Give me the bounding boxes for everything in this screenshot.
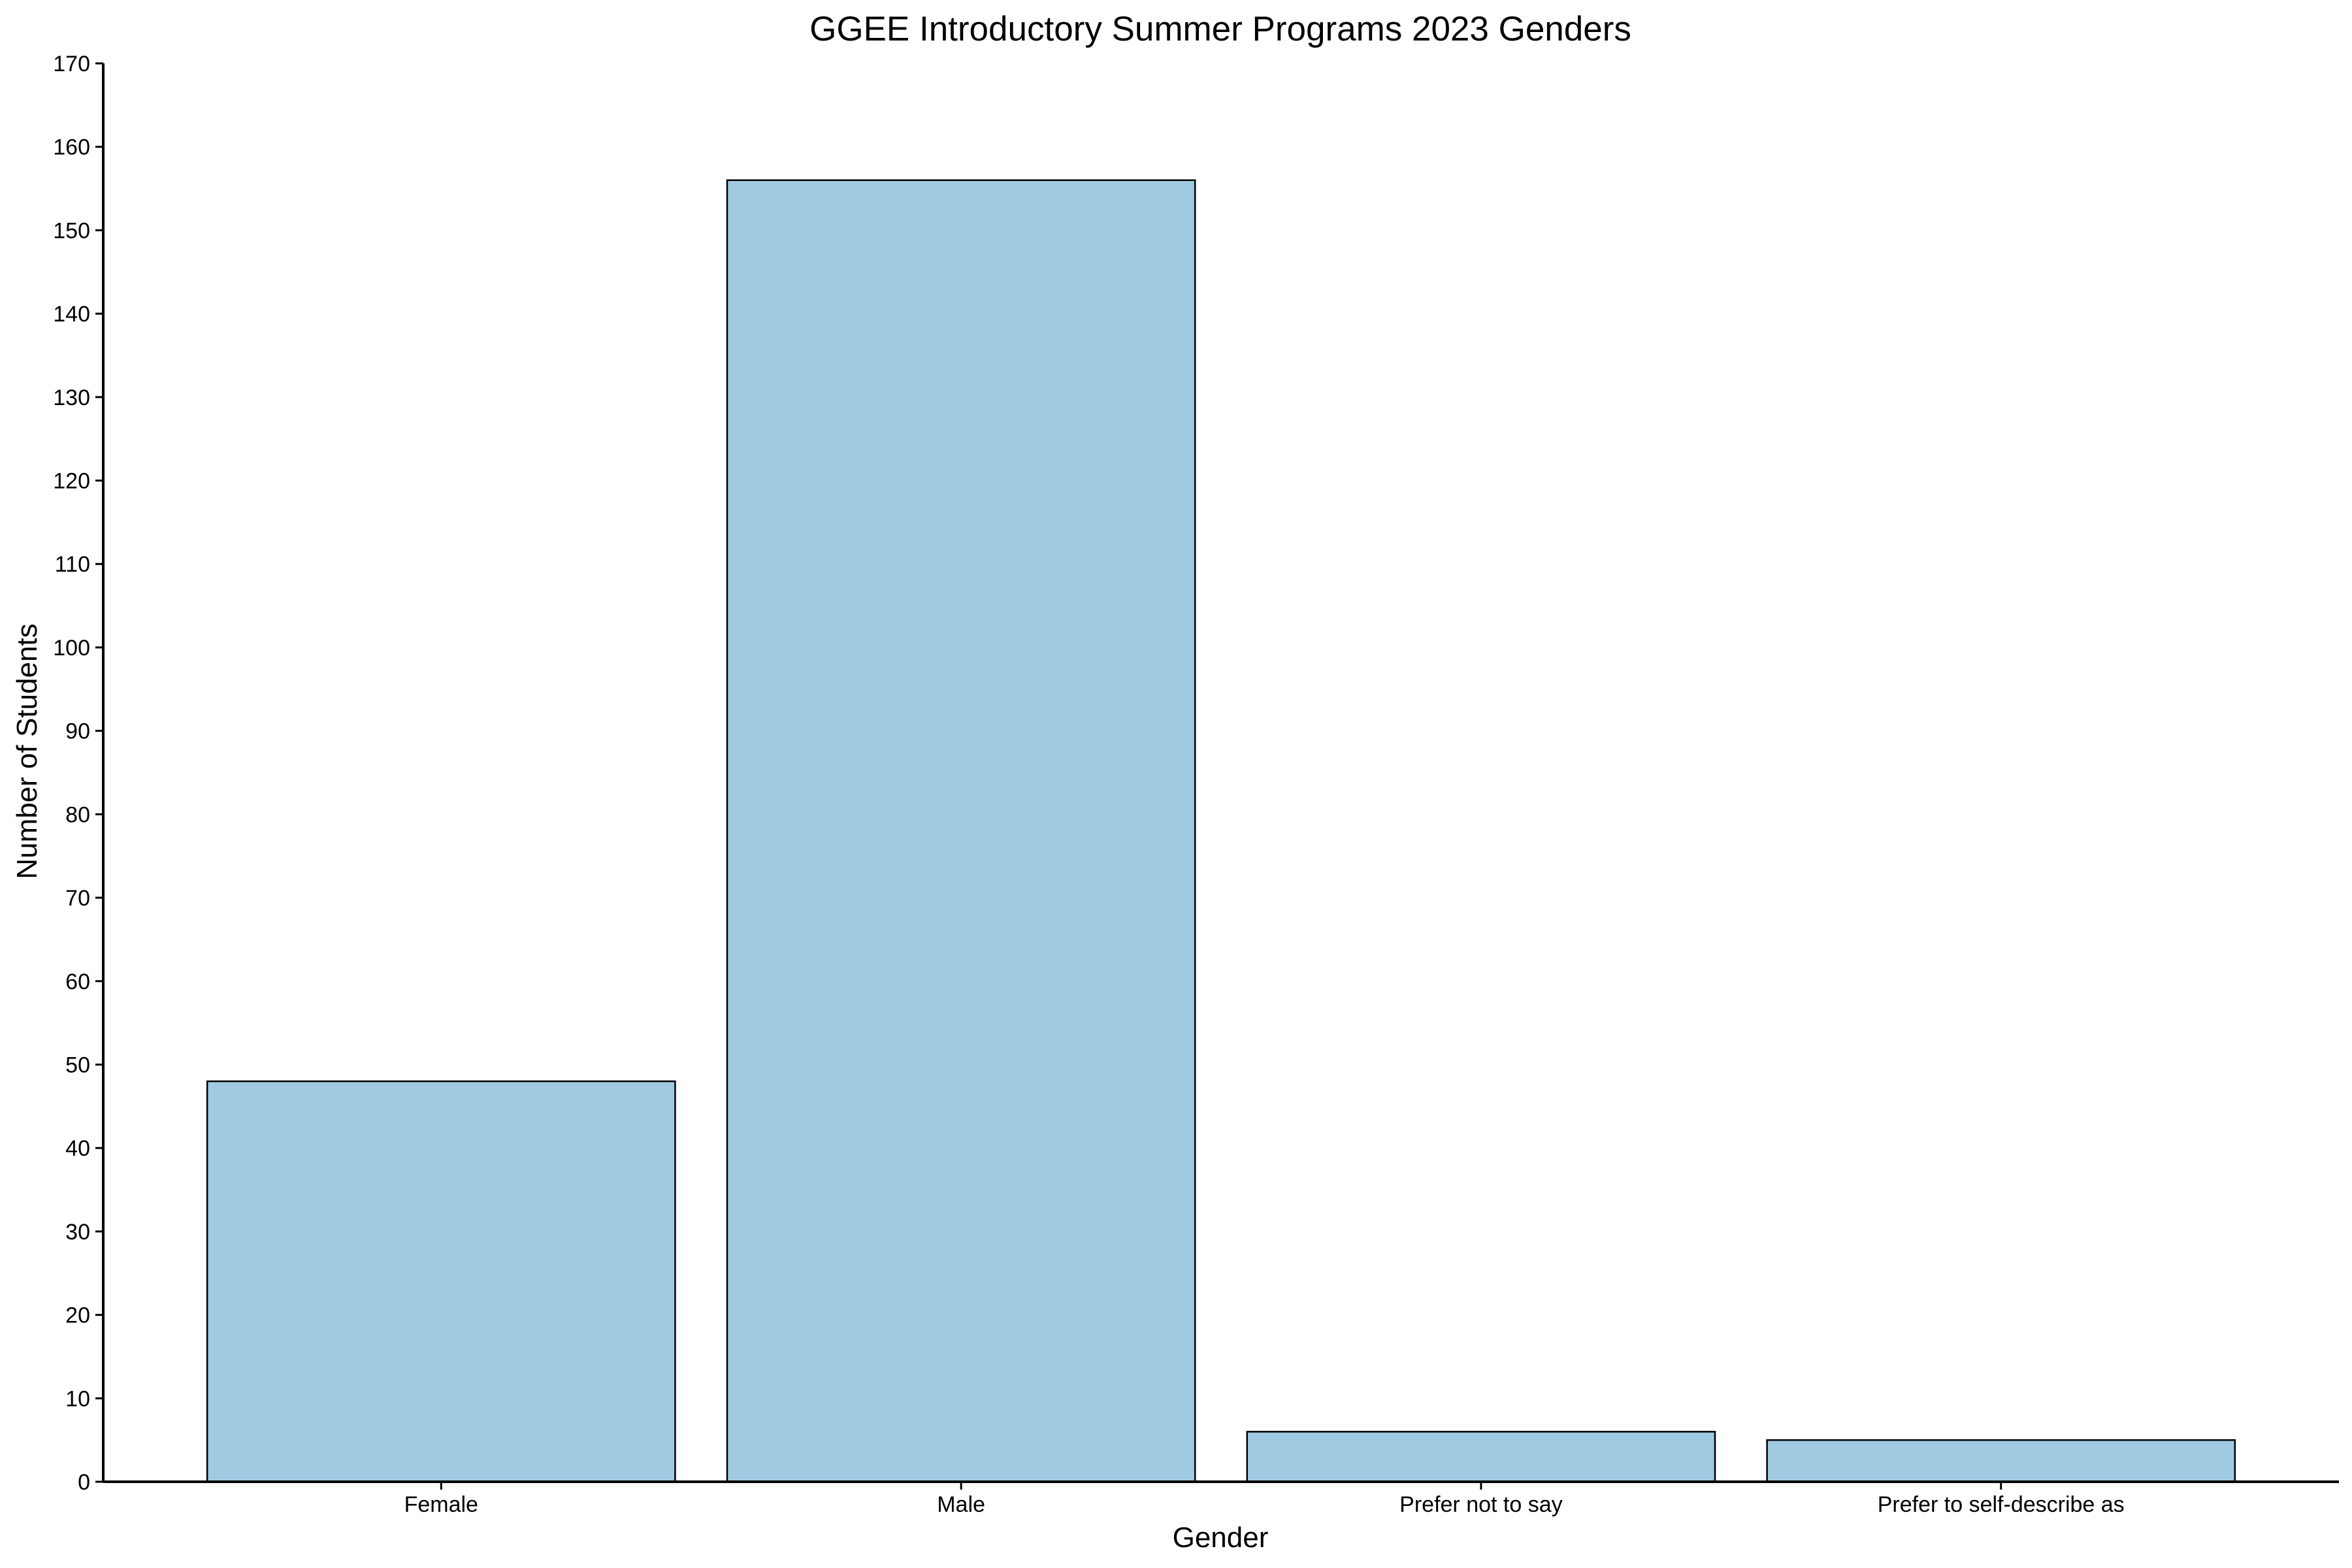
y-tick-label: 50 bbox=[65, 1053, 90, 1077]
x-tick-label: Male bbox=[937, 1492, 985, 1517]
x-tick-label: Prefer to self-describe as bbox=[1878, 1492, 2125, 1517]
y-tick-label: 140 bbox=[53, 302, 90, 327]
bar-prefer-not-to-say bbox=[1246, 1431, 1716, 1483]
y-tick-label: 30 bbox=[65, 1220, 90, 1245]
y-tick-label: 100 bbox=[53, 636, 90, 661]
y-tick-label: 130 bbox=[53, 385, 90, 410]
y-tick-label: 60 bbox=[65, 970, 90, 994]
y-tick-label: 70 bbox=[65, 886, 90, 911]
y-tick-label: 40 bbox=[65, 1136, 90, 1161]
bar-female bbox=[206, 1080, 676, 1483]
y-tick-label: 90 bbox=[65, 719, 90, 744]
y-tick-label: 150 bbox=[53, 218, 90, 243]
y-tick-label: 0 bbox=[78, 1470, 90, 1495]
y-tick-label: 160 bbox=[53, 135, 90, 160]
bars-layer bbox=[206, 179, 2236, 1483]
bar-male bbox=[726, 179, 1196, 1483]
chart-title: GGEE Introductory Summer Programs 2023 G… bbox=[809, 10, 1631, 48]
x-tick-label: Female bbox=[404, 1492, 478, 1517]
y-tick-label: 10 bbox=[65, 1386, 90, 1411]
x-axis-label: Gender bbox=[1173, 1522, 1269, 1554]
x-tick-label: Prefer not to say bbox=[1399, 1492, 1562, 1517]
y-tick-label: 80 bbox=[65, 802, 90, 827]
y-tick-label: 170 bbox=[53, 52, 90, 76]
bar-prefer-to-self-describe-as bbox=[1766, 1439, 2236, 1483]
y-axis-ticks: 0 10 20 30 40 50 60 70 80 90 100 110 120 130 140 150 160… bbox=[53, 52, 103, 1495]
y-axis-label: Number of Students bbox=[11, 623, 43, 879]
y-tick-label: 110 bbox=[55, 552, 90, 577]
y-tick-label: 20 bbox=[65, 1303, 90, 1328]
x-axis-ticks: Female Male Prefer not to say Prefer to sel… bbox=[404, 1482, 2125, 1517]
y-tick-label: 120 bbox=[53, 469, 90, 494]
